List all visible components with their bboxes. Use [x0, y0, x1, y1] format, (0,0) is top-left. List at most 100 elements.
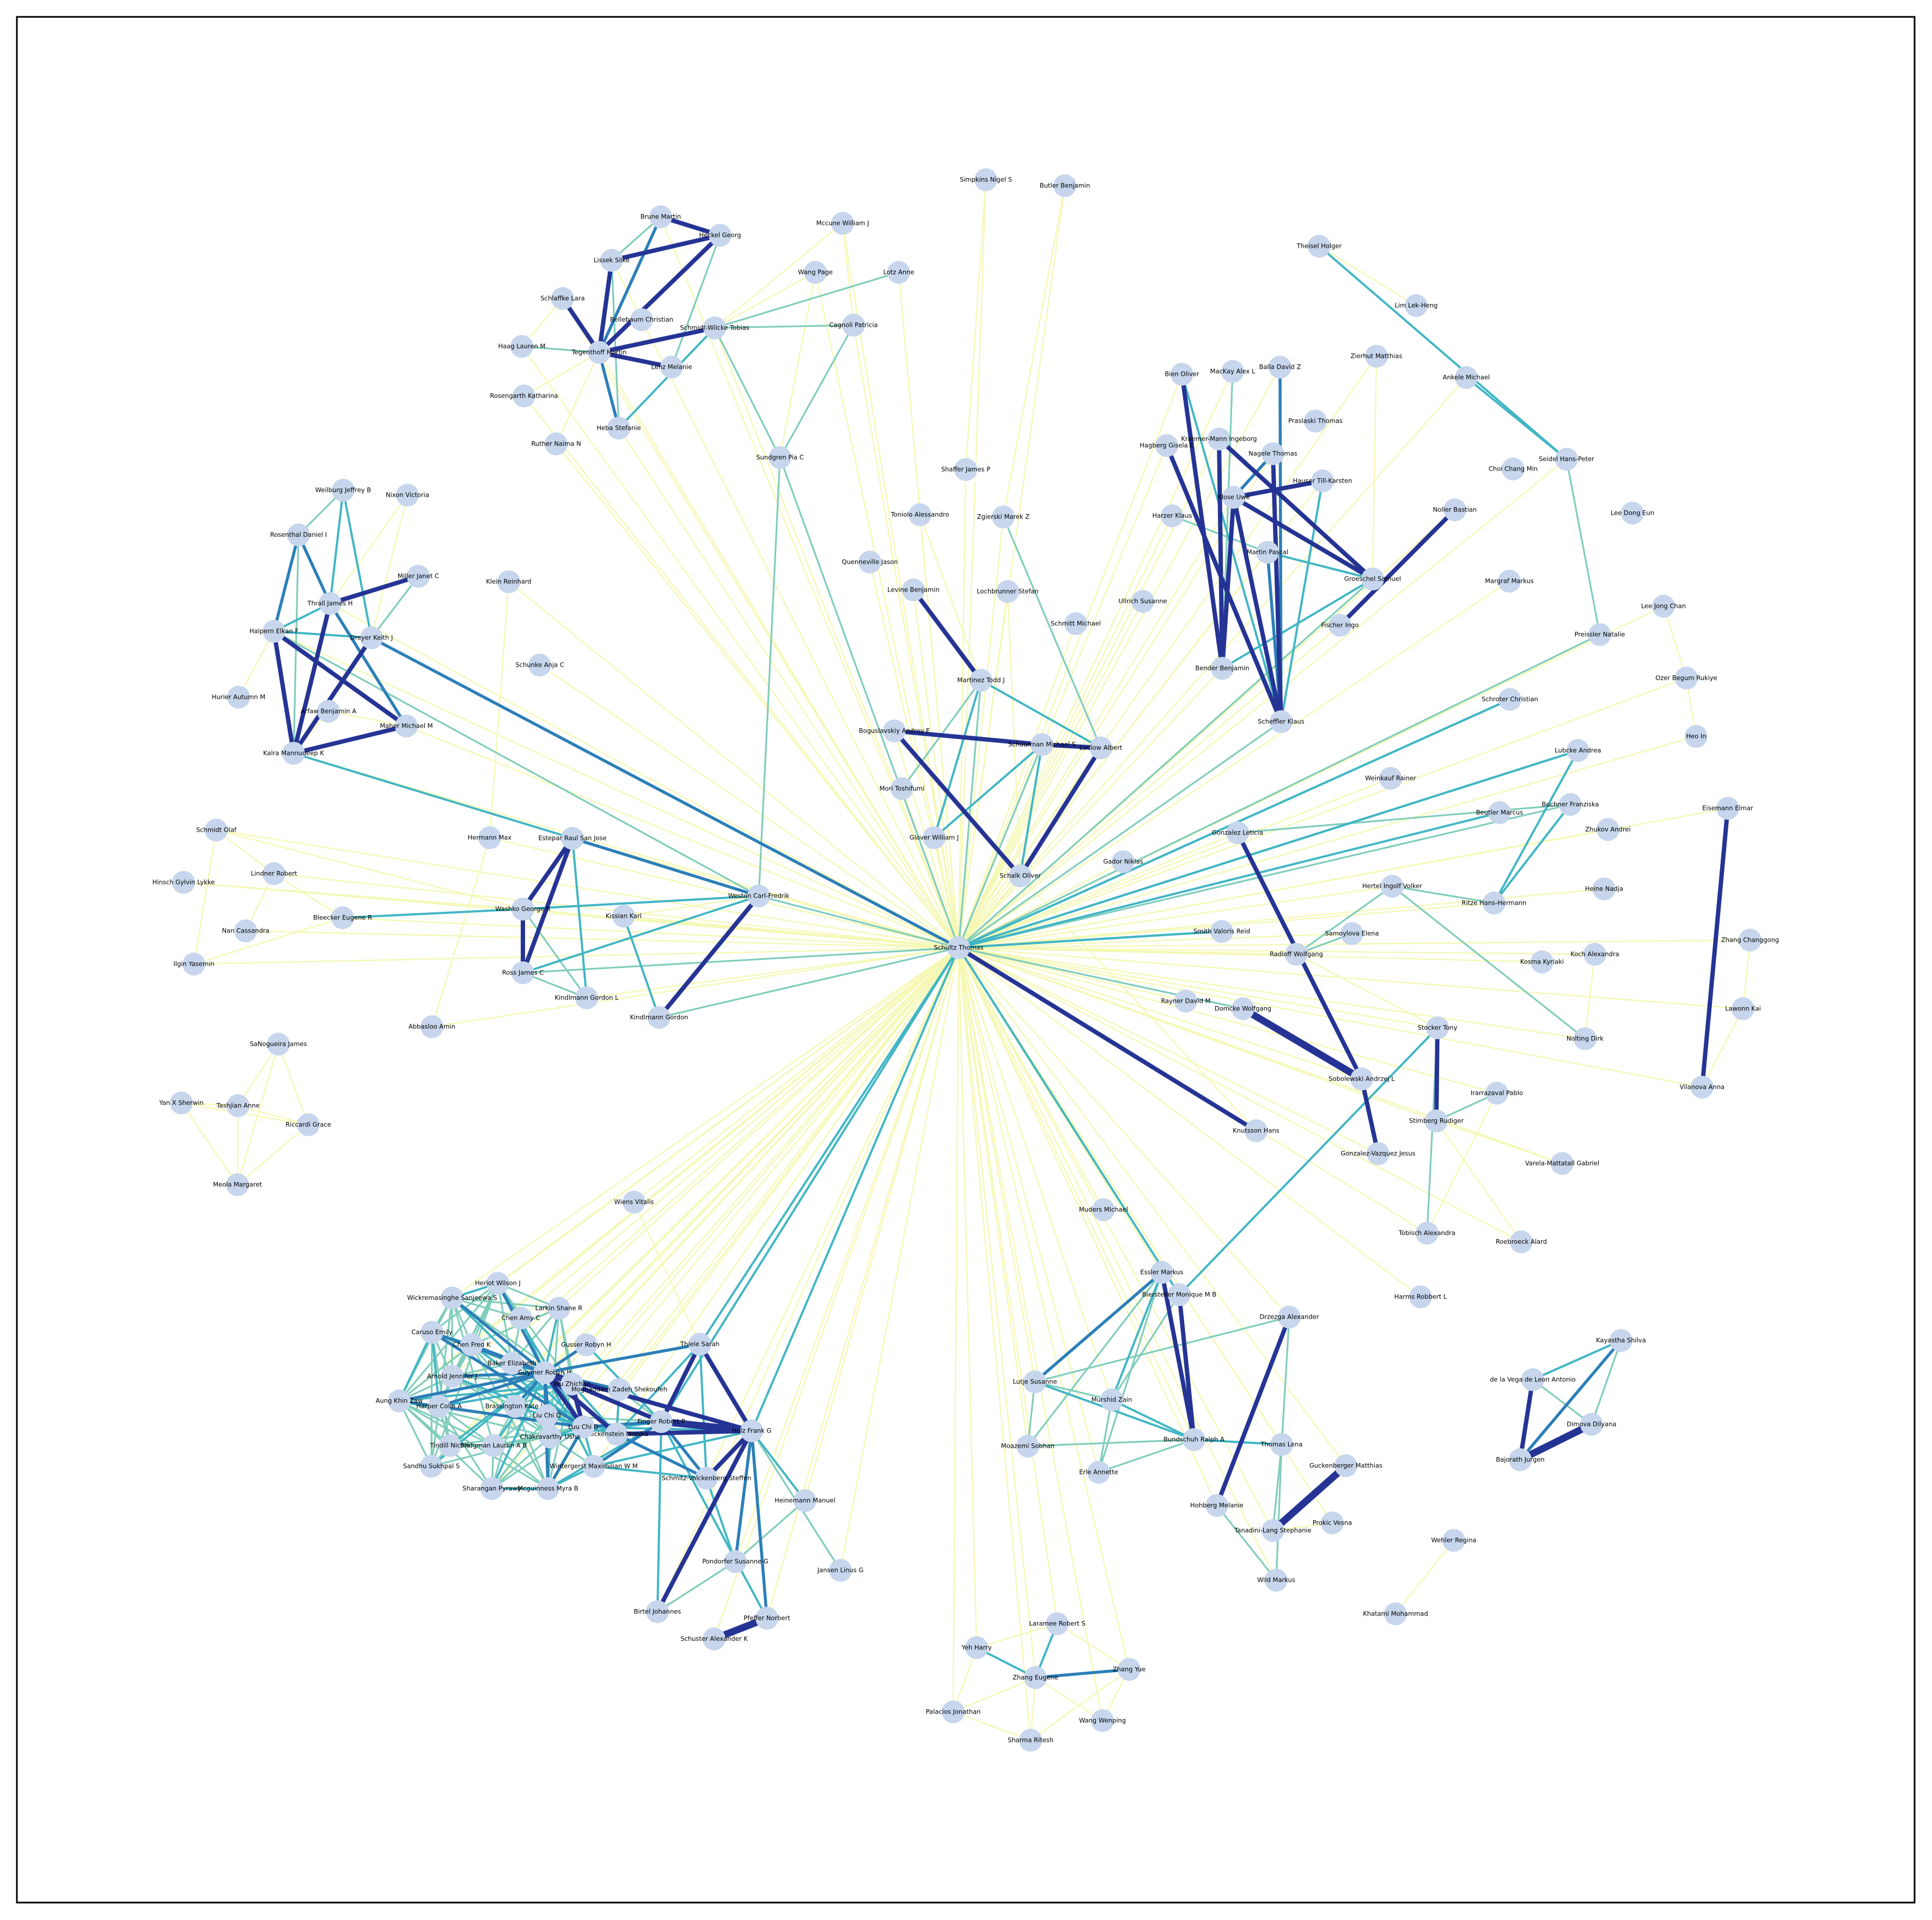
- node-lenz-melanie[interactable]: Lenz Melanie: [651, 356, 692, 379]
- node-marker[interactable]: [297, 1113, 320, 1136]
- node-miller-janet-c[interactable]: Miller Janet C: [398, 565, 439, 588]
- node-smith-valoris-reid[interactable]: Smith Valoris Reid: [1193, 920, 1250, 943]
- node-moghaddam-zadeh-shekoufeh[interactable]: Moghaddam Zadeh Shekoufeh: [571, 1378, 667, 1401]
- node-schalk-oliver[interactable]: Schalk Oliver: [999, 864, 1041, 887]
- node-marker[interactable]: [1488, 801, 1511, 824]
- node-marker[interactable]: [460, 1333, 483, 1356]
- node-marker[interactable]: [660, 356, 683, 379]
- node-ludlow-albert[interactable]: Ludlow Albert: [1080, 736, 1123, 759]
- node-marker[interactable]: [1221, 360, 1244, 383]
- node-cagnoli-patricia[interactable]: Cagnoli Patricia: [829, 314, 878, 337]
- node-knutsson-hans[interactable]: Knutsson Hans: [1233, 1119, 1279, 1142]
- node-marker[interactable]: [1285, 943, 1308, 966]
- node-marker[interactable]: [703, 1628, 726, 1650]
- node-marker[interactable]: [954, 458, 977, 481]
- node-marker[interactable]: [1498, 570, 1521, 593]
- node-ritze-hans-hermann[interactable]: Ritze Hans-Hermann: [1462, 892, 1527, 915]
- node-thiele-sarah[interactable]: Thiele Sarah: [680, 1333, 720, 1356]
- node-marker[interactable]: [182, 953, 205, 976]
- node-kayastha-shilva[interactable]: Kayastha Shilva: [1596, 1329, 1646, 1352]
- node-marker[interactable]: [630, 308, 653, 331]
- node-murshid-zain[interactable]: Murshid Zain: [1092, 1388, 1132, 1411]
- node-marker[interactable]: [648, 1006, 671, 1029]
- node-marker[interactable]: [755, 1607, 778, 1630]
- node-marker[interactable]: [709, 224, 732, 247]
- node-marker[interactable]: [1675, 667, 1698, 690]
- node-marker[interactable]: [1161, 504, 1184, 527]
- node-irarrazaval-pablo[interactable]: Irarrazaval Pablo: [1471, 1082, 1523, 1105]
- node-marker[interactable]: [420, 1015, 443, 1038]
- node-schuurman-michael-s[interactable]: Schuurman Michael S: [1008, 733, 1076, 756]
- node-marker[interactable]: [1426, 1016, 1449, 1039]
- node-harms-robbert-l[interactable]: Harms Robbert L: [1394, 1285, 1447, 1308]
- node-marker[interactable]: [1053, 174, 1076, 197]
- node-mccune-william-j[interactable]: Mccune William J: [816, 212, 869, 235]
- node-kindlmann-gordon-l[interactable]: Kindlmann Gordon L: [554, 986, 619, 1009]
- node-gonzalez-vazquez-jesus[interactable]: Gonzalez-Vazquez Jesus: [1340, 1142, 1416, 1165]
- node-marker[interactable]: [1270, 1433, 1293, 1456]
- node-marker[interactable]: [396, 484, 419, 507]
- node-heinemann-manuel[interactable]: Heinemann Manuel: [775, 1489, 836, 1512]
- node-marker[interactable]: [1531, 950, 1553, 973]
- node-marker[interactable]: [1226, 821, 1249, 844]
- node-marker[interactable]: [829, 1559, 852, 1582]
- node-marker[interactable]: [1583, 943, 1606, 966]
- node-marker[interactable]: [395, 715, 418, 737]
- node-marker[interactable]: [1521, 1368, 1544, 1391]
- node-zgierski-marek-z[interactable]: Zgierski Marek Z: [977, 505, 1030, 528]
- node-marker[interactable]: [965, 1636, 988, 1659]
- node-jansen-linus-g[interactable]: Jansen Linus G: [817, 1559, 863, 1582]
- node-marker[interactable]: [539, 1425, 562, 1448]
- node-wickremasinghe-sanjeewa-s[interactable]: Wickremasinghe Sanjeewa S: [407, 1287, 497, 1309]
- node-marker[interactable]: [703, 316, 726, 339]
- node-chakravarthy-usha[interactable]: Chakravarthy Usha: [520, 1425, 580, 1448]
- node-marker[interactable]: [695, 1467, 718, 1490]
- node-hinsch-gylvin-lykke[interactable]: Hinsch Gylvin Lykke: [153, 871, 215, 894]
- node-marker[interactable]: [1174, 990, 1197, 1013]
- node-marker[interactable]: [804, 261, 827, 284]
- node-gador-niklas[interactable]: Gador Niklas: [1103, 850, 1143, 873]
- node-theisel-holger[interactable]: Theisel Holger: [1296, 235, 1342, 258]
- node-marker[interactable]: [1416, 1222, 1439, 1245]
- node-marker[interactable]: [1245, 1119, 1267, 1142]
- node-nixon-victoria[interactable]: Nixon Victoria: [386, 484, 429, 507]
- node-wiens-vitalis[interactable]: Wiens Vitalis: [614, 1191, 654, 1214]
- node-marker[interactable]: [1232, 997, 1254, 1020]
- node-schuster-alexander-k[interactable]: Schuster Alexander K: [680, 1628, 748, 1650]
- node-hertel-ingolf-volker[interactable]: Hertel Ingolf Volker: [1362, 875, 1422, 898]
- node-drzezga-alexander[interactable]: Drzezga Alexander: [1260, 1306, 1319, 1328]
- node-bridgman-lauren-a-b[interactable]: Bridgman Lauren A B: [460, 1434, 527, 1457]
- node-marker[interactable]: [831, 212, 854, 235]
- node-schmidt-wilcke-tobias[interactable]: Schmidt-Wilcke Tobias: [680, 316, 749, 339]
- node-kissian-karl[interactable]: Kissian Karl: [606, 905, 642, 928]
- node-marker[interactable]: [1269, 356, 1291, 379]
- node-marker[interactable]: [428, 1395, 450, 1418]
- node-buchner-franziska[interactable]: Buchner Franziska: [1541, 793, 1599, 816]
- node-arfaw-benjamin-a[interactable]: Arfaw Benjamin A: [301, 700, 357, 723]
- node-fischer-ingo[interactable]: Fischer Ingo: [1321, 614, 1359, 637]
- node-zhukov-andrei[interactable]: Zhukov Andrei: [1585, 818, 1631, 841]
- node-marker[interactable]: [623, 1191, 645, 1214]
- node-marker[interactable]: [1087, 1461, 1110, 1484]
- node-brassington-kate-h[interactable]: Brassington Kate H: [485, 1395, 545, 1418]
- node-thrall-james-h[interactable]: Thrall James H: [307, 592, 353, 615]
- node-marker[interactable]: [263, 862, 285, 885]
- node-marker[interactable]: [740, 1419, 763, 1442]
- node-nagele-thomas[interactable]: Nagele Thomas: [1248, 442, 1297, 465]
- node-lochbrunner-stefan[interactable]: Lochbrunner Stefan: [977, 580, 1039, 603]
- node-muders-michael[interactable]: Muders Michael: [1079, 1198, 1128, 1221]
- node-marker[interactable]: [1265, 1569, 1288, 1592]
- node-marker[interactable]: [509, 1307, 532, 1330]
- node-ilgin-yasemin[interactable]: Ilgin Yasemin: [173, 953, 215, 976]
- node-harper-colin-a[interactable]: Harper Colin A: [416, 1395, 462, 1418]
- node-dreyer-keith-j[interactable]: Dreyer Keith J: [350, 626, 393, 649]
- node-nolting-dirk[interactable]: Nolting Dirk: [1567, 1027, 1604, 1050]
- node-haag-lauren-m[interactable]: Haag Lauren M: [498, 335, 546, 358]
- node-dimova-dilyana[interactable]: Dimova Dilyana: [1567, 1413, 1617, 1436]
- node-fleckenstein-monika[interactable]: Fleckenstein Monika: [585, 1423, 648, 1446]
- node-riccardi-grace[interactable]: Riccardi Grace: [285, 1113, 331, 1136]
- node-marker[interactable]: [1443, 498, 1466, 521]
- node-varela-mattatall-gabriel[interactable]: Varela-Mattatall Gabriel: [1525, 1152, 1599, 1175]
- node-marker[interactable]: [1308, 235, 1331, 258]
- node-marker[interactable]: [547, 1297, 570, 1320]
